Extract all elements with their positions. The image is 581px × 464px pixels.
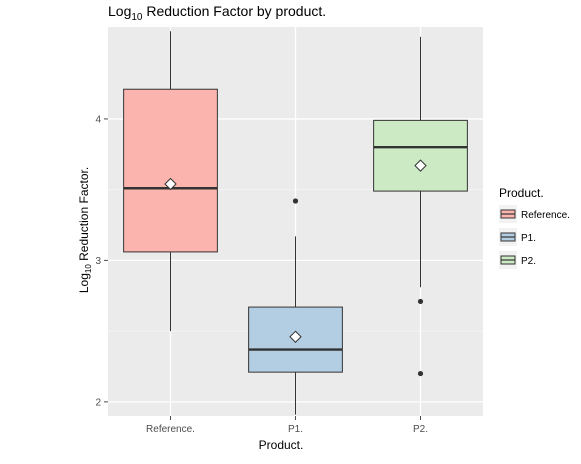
- x-tick-label: P1.: [288, 424, 303, 435]
- x-tick-label: P2.: [413, 424, 428, 435]
- y-tick-label: 2: [95, 397, 101, 408]
- y-axis: 2 3 4: [95, 114, 108, 408]
- legend-label: P2.: [521, 256, 536, 267]
- x-axis-label: Product.: [259, 438, 304, 452]
- y-axis-label: Log10 Reduction Factor.: [77, 167, 93, 293]
- mean-marker: [289, 330, 302, 343]
- boxplot: [373, 36, 468, 377]
- outlier-point: [417, 370, 424, 377]
- boxplots: [123, 31, 468, 415]
- boxplot: [248, 198, 343, 415]
- legend-label: Reference.: [521, 210, 570, 221]
- chart-title: Log10 Reduction Factor by product.: [108, 3, 326, 23]
- boxplot: [123, 31, 218, 332]
- legend-title: Product.: [499, 186, 544, 200]
- y-tick-label: 3: [95, 256, 101, 267]
- box-iqr: [123, 88, 218, 253]
- legend: Product. Reference. P1. P2.: [499, 186, 570, 269]
- y-tick-label: 4: [95, 114, 101, 125]
- mean-marker: [414, 159, 427, 172]
- x-axis: Reference. P1. P2.: [146, 416, 428, 435]
- x-tick-label: Reference.: [146, 424, 195, 435]
- mean-marker: [164, 177, 177, 191]
- outlier-point: [417, 298, 424, 305]
- outlier-point: [292, 198, 299, 204]
- box-iqr: [373, 119, 468, 192]
- legend-label: P1.: [521, 233, 536, 244]
